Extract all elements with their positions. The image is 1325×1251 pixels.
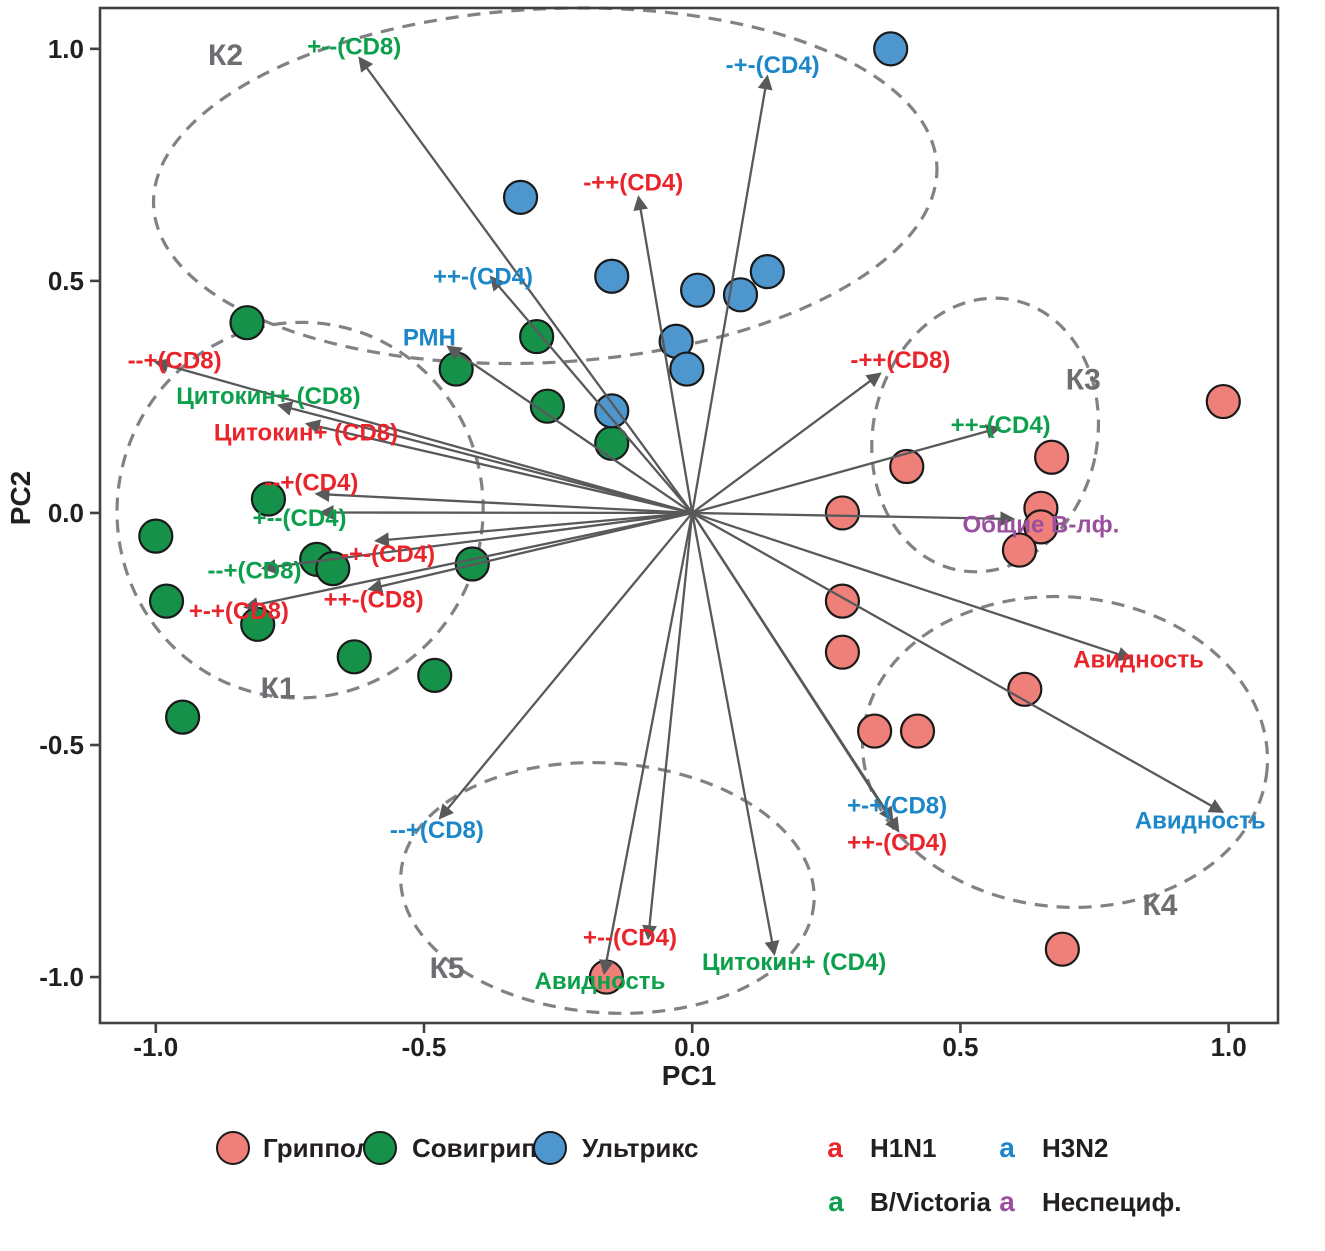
legend-symbol-H1N1: a <box>827 1132 843 1163</box>
data-point-Гриппол <box>890 450 923 483</box>
loading-label: Цитокин+ (CD8) <box>214 420 398 447</box>
loading-label: --+(CD8) <box>390 817 484 844</box>
legend-label-H3N2: H3N2 <box>1042 1133 1108 1163</box>
data-point-Ультрикс <box>504 181 537 214</box>
legend-marker-Совигрипп <box>364 1132 396 1164</box>
x-tick-label: 1.0 <box>1211 1032 1247 1062</box>
loading-label: --+(CD8) <box>207 557 301 584</box>
legend-label-Неспециф.: Неспециф. <box>1042 1187 1181 1217</box>
loading-label: -+-(CD4) <box>726 52 820 79</box>
loading-arrow <box>448 347 692 513</box>
data-point-Ультрикс <box>595 394 628 427</box>
loading-arrow <box>376 513 692 541</box>
data-point-Совигрипп <box>166 701 199 734</box>
data-point-Совигрипп <box>418 659 451 692</box>
data-point-Совигрипп <box>139 520 172 553</box>
data-point-Совигрипп <box>520 320 553 353</box>
cluster-label-К4: К4 <box>1142 889 1177 922</box>
cluster-ellipse-К4 <box>850 580 1281 924</box>
legend-symbol-Неспециф.: a <box>999 1186 1015 1217</box>
legend-label-H1N1: H1N1 <box>870 1133 936 1163</box>
loading-label: +--(CD4) <box>583 925 677 952</box>
loading-label: +--(CD4) <box>253 505 347 532</box>
legend-marker-Гриппол <box>217 1132 249 1164</box>
y-tick-label: 0.5 <box>48 266 84 296</box>
x-tick-label: 0.0 <box>674 1032 710 1062</box>
legend-layer: Гриппол Совигрипп Ультрикс a H1N1 a H3N2 a B/Vic… <box>217 1132 1181 1217</box>
data-point-Ультрикс <box>670 353 703 386</box>
loading-label: ++-(CD4) <box>433 263 533 290</box>
legend-label-B/Victoria: B/Victoria <box>870 1187 991 1217</box>
data-point-Гриппол <box>826 585 859 618</box>
data-point-Совигрипп <box>230 306 263 339</box>
loading-arrow <box>491 277 692 513</box>
data-point-Гриппол <box>901 715 934 748</box>
loading-label: +-+(CD8) <box>847 792 947 819</box>
cluster-label-К1: К1 <box>261 672 296 705</box>
legend-symbol-H3N2: a <box>999 1132 1015 1163</box>
legend-label-Ультрикс: Ультрикс <box>582 1133 698 1163</box>
data-point-Гриппол <box>1035 441 1068 474</box>
data-point-Гриппол <box>826 636 859 669</box>
x-tick-label: -1.0 <box>133 1032 178 1062</box>
y-axis-title: PC2 <box>5 471 36 525</box>
loading-label: ++-(CD4) <box>847 829 947 856</box>
data-point-Ультрикс <box>595 260 628 293</box>
loading-label: -++(CD8) <box>850 347 950 374</box>
y-tick-label: 0.0 <box>48 498 84 528</box>
loading-label: ++-(CD8) <box>324 587 424 614</box>
loading-label: Авидность <box>1073 647 1204 674</box>
cluster-label-К2: К2 <box>208 39 243 72</box>
legend-label-Гриппол: Гриппол <box>263 1133 372 1163</box>
data-point-Гриппол <box>858 715 891 748</box>
loading-arrow <box>692 513 774 954</box>
legend-label-Совигрипп: Совигрипп <box>412 1133 553 1163</box>
loading-label: Цитокин+ (CD4) <box>702 949 886 976</box>
data-point-Гриппол <box>826 496 859 529</box>
loading-label: -+-(CD4) <box>341 541 435 568</box>
x-tick-label: 0.5 <box>942 1032 978 1062</box>
loading-arrow <box>692 513 892 820</box>
legend-marker-Ультрикс <box>534 1132 566 1164</box>
data-point-Совигрипп <box>150 585 183 618</box>
x-tick-label: -0.5 <box>402 1032 447 1062</box>
loading-label: ++-(CD4) <box>951 412 1051 439</box>
data-point-Ультрикс <box>681 274 714 307</box>
data-point-Ультрикс <box>874 32 907 65</box>
loading-label: Авидность <box>1135 808 1266 835</box>
data-point-Совигрипп <box>338 640 371 673</box>
loading-label: Авидность <box>535 968 666 995</box>
loading-label: +-+(CD8) <box>189 598 289 625</box>
loading-arrow <box>692 374 880 513</box>
y-tick-label: 1.0 <box>48 34 84 64</box>
loading-label: --+(CD4) <box>264 469 358 496</box>
loading-label: Общие В-лф. <box>963 512 1120 539</box>
loading-label: РМН <box>403 325 456 352</box>
data-point-Гриппол <box>1207 385 1240 418</box>
loading-label: +--(CD8) <box>307 34 401 61</box>
loading-arrow <box>604 513 692 973</box>
legend-symbol-B/Victoria: a <box>828 1186 844 1217</box>
loading-arrow <box>648 513 692 938</box>
data-point-Ультрикс <box>751 255 784 288</box>
cluster-label-К3: К3 <box>1066 364 1101 397</box>
data-point-Совигрипп <box>440 353 473 386</box>
y-tick-label: -0.5 <box>39 730 84 760</box>
cluster-label-К5: К5 <box>430 952 465 985</box>
loading-label: --+(CD8) <box>128 348 222 375</box>
data-point-Гриппол <box>1046 933 1079 966</box>
loading-label: Цитокин+ (CD8) <box>176 383 360 410</box>
y-tick-label: -1.0 <box>39 962 84 992</box>
loading-label: -++(CD4) <box>583 170 683 197</box>
x-axis-title: PC1 <box>662 1060 716 1091</box>
